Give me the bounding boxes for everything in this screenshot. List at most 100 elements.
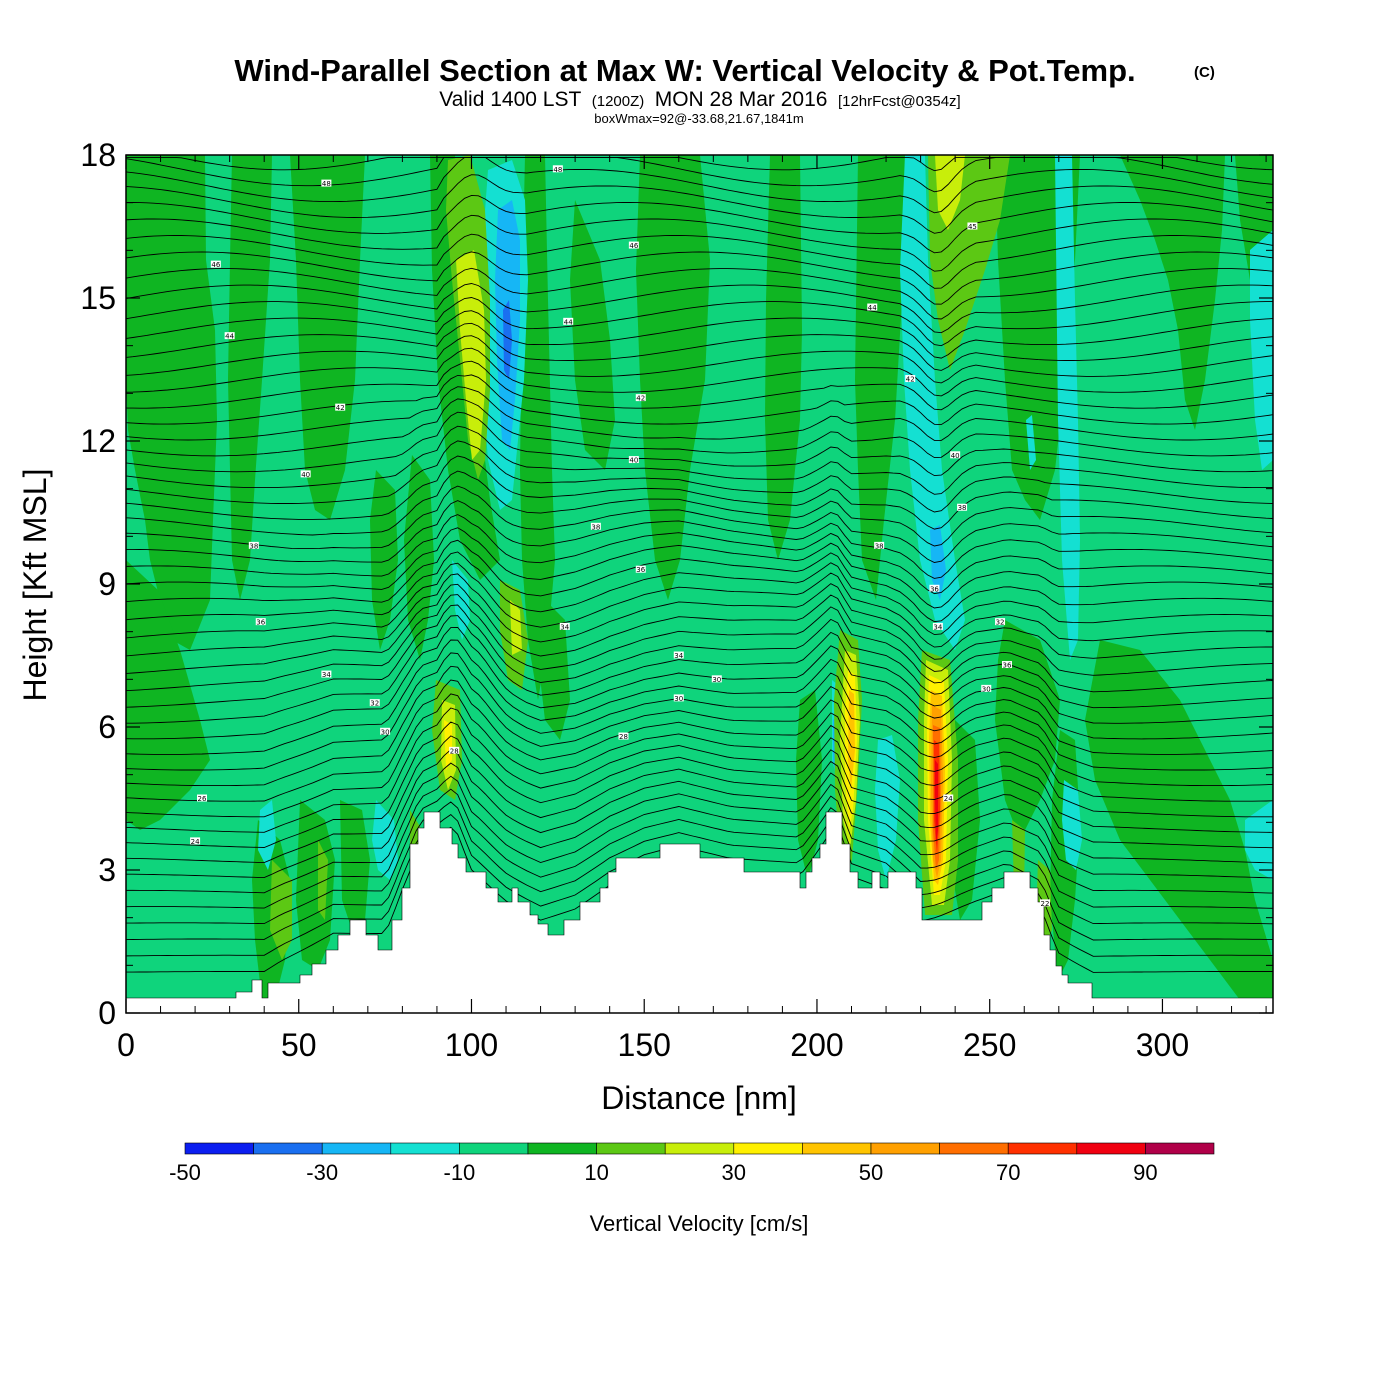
theta-label-bg (590, 522, 601, 530)
theta-contour-line (126, 500, 1273, 579)
colorbar-swatch (802, 1142, 872, 1155)
theta-label: 30 (982, 685, 991, 693)
theta-contour-line (126, 347, 1273, 397)
theta-contour-line (126, 573, 1273, 660)
subtitle-forecast: [12hrFcst@0354z] (838, 93, 961, 110)
theta-contour-line (126, 283, 1273, 334)
theta-label: 34 (674, 652, 683, 660)
theta-label: 44 (564, 318, 573, 326)
theta-label: 40 (629, 457, 638, 465)
colorbar-swatch (1007, 1142, 1078, 1155)
theta-label-bg (950, 451, 961, 459)
theta-label-bg (552, 165, 563, 173)
colorbar-tick-label: 10 (584, 1160, 608, 1185)
theta-label: 42 (336, 404, 345, 412)
theta-contour-line (126, 440, 1273, 513)
theta-label: 30 (381, 728, 390, 736)
theta-label-bg (628, 241, 639, 249)
colorbar-swatch (664, 1142, 735, 1155)
theta-contour-line (126, 615, 1273, 724)
y-tick-label: 3 (98, 852, 116, 888)
theta-contour-line (126, 194, 1273, 254)
subtitle-zulu: (1200Z) (592, 93, 645, 110)
theta-label-bg (905, 375, 916, 383)
theta-contour-line (126, 425, 1273, 495)
theta-label: 30 (712, 676, 721, 684)
theta-contour-line (126, 455, 1273, 530)
theta-label-bg (932, 622, 943, 630)
chart-title: Wind-Parallel Section at Max W: Vertical… (234, 53, 1135, 88)
theta-label: 34 (322, 671, 331, 679)
colorbar-tick-label: -50 (169, 1160, 201, 1185)
theta-label-bg (981, 684, 992, 692)
x-axis-label: Distance [nm] (601, 1080, 797, 1116)
colorbar-swatch (253, 1142, 323, 1155)
theta-contour-line (126, 775, 1273, 909)
theta-label: 38 (875, 542, 884, 550)
theta-label: 44 (225, 333, 234, 341)
theta-label: 46 (629, 242, 638, 250)
theta-label-bg (967, 222, 978, 230)
theta-contour-line (126, 749, 1273, 879)
theta-contour-line (126, 411, 1273, 477)
theta-label: 48 (553, 166, 562, 174)
vv-band-80-90 (935, 760, 938, 845)
theta-label: 34 (933, 623, 942, 631)
y-tick-label: 15 (80, 280, 116, 316)
theta-label-bg (380, 727, 391, 735)
theta-label: 36 (636, 566, 645, 574)
theta-label: 40 (951, 452, 960, 460)
theta-label-bg (559, 622, 570, 630)
theta-contour-line (126, 322, 1273, 371)
theta-contour-line (126, 310, 1273, 359)
colorbar-swatch (459, 1142, 529, 1155)
theta-label: 44 (868, 304, 877, 312)
theta-label: 34 (560, 623, 569, 631)
theta-contour-line (126, 514, 1273, 595)
subtitle-date: MON 28 Mar 2016 (655, 88, 828, 111)
theta-contour-line (126, 398, 1273, 459)
theta-contour-line (126, 485, 1273, 563)
theta-label-bg (867, 303, 878, 311)
x-tick-label: 0 (117, 1027, 135, 1063)
x-tick-label: 150 (618, 1027, 671, 1063)
theta-contour-line (126, 267, 1273, 320)
vv-band-neg30-neg40 (503, 300, 512, 380)
colorbar-swatch (527, 1142, 597, 1155)
theta-label: 42 (636, 395, 645, 403)
theta-label-bg (335, 403, 346, 411)
theta-contour-line (126, 156, 1273, 214)
theta-label: 24 (191, 838, 200, 846)
colorbar-label: Vertical Velocity [cm/s] (590, 1211, 809, 1236)
theta-label: 22 (1041, 900, 1050, 908)
theta-contour-line (126, 639, 1273, 755)
theta-contour-line (126, 626, 1273, 740)
theta-contour-line (126, 297, 1273, 347)
theta-label-bg (563, 317, 574, 325)
theta-label: 40 (301, 471, 310, 479)
theta-label: 38 (591, 523, 600, 531)
colorbar-swatch (1076, 1142, 1146, 1155)
y-axis-label: Height [Kft MSL] (17, 469, 53, 702)
theta-label-bg (300, 470, 311, 478)
theta-label-bg (943, 794, 954, 802)
theta-contour-line (126, 386, 1273, 441)
theta-label: 48 (322, 180, 331, 188)
theta-label: 24 (944, 795, 953, 803)
colorbar: -50 -30 -10 10 30 50 70 90 (169, 1142, 1215, 1185)
theta-contour-line (126, 551, 1273, 636)
theta-label-bg (673, 651, 684, 659)
plot-area: 48 48 46 46 45 44 44 44 42 42 42 40 40 40 38 38 38 38 36 36… (126, 155, 1273, 1013)
theta-label-bg (618, 732, 629, 740)
colorbar-swatch (390, 1142, 460, 1155)
x-tick-label: 100 (445, 1027, 498, 1063)
theta-contour-line (126, 679, 1273, 802)
theta-contour-line (126, 735, 1273, 864)
vv-band-0-10 (126, 155, 1273, 1000)
x-tick-label: 300 (1136, 1027, 1189, 1063)
theta-label: 30 (674, 695, 683, 703)
y-tick-label: 12 (80, 423, 116, 459)
theta-label: 42 (906, 376, 915, 384)
x-tick-label: 50 (281, 1027, 317, 1063)
